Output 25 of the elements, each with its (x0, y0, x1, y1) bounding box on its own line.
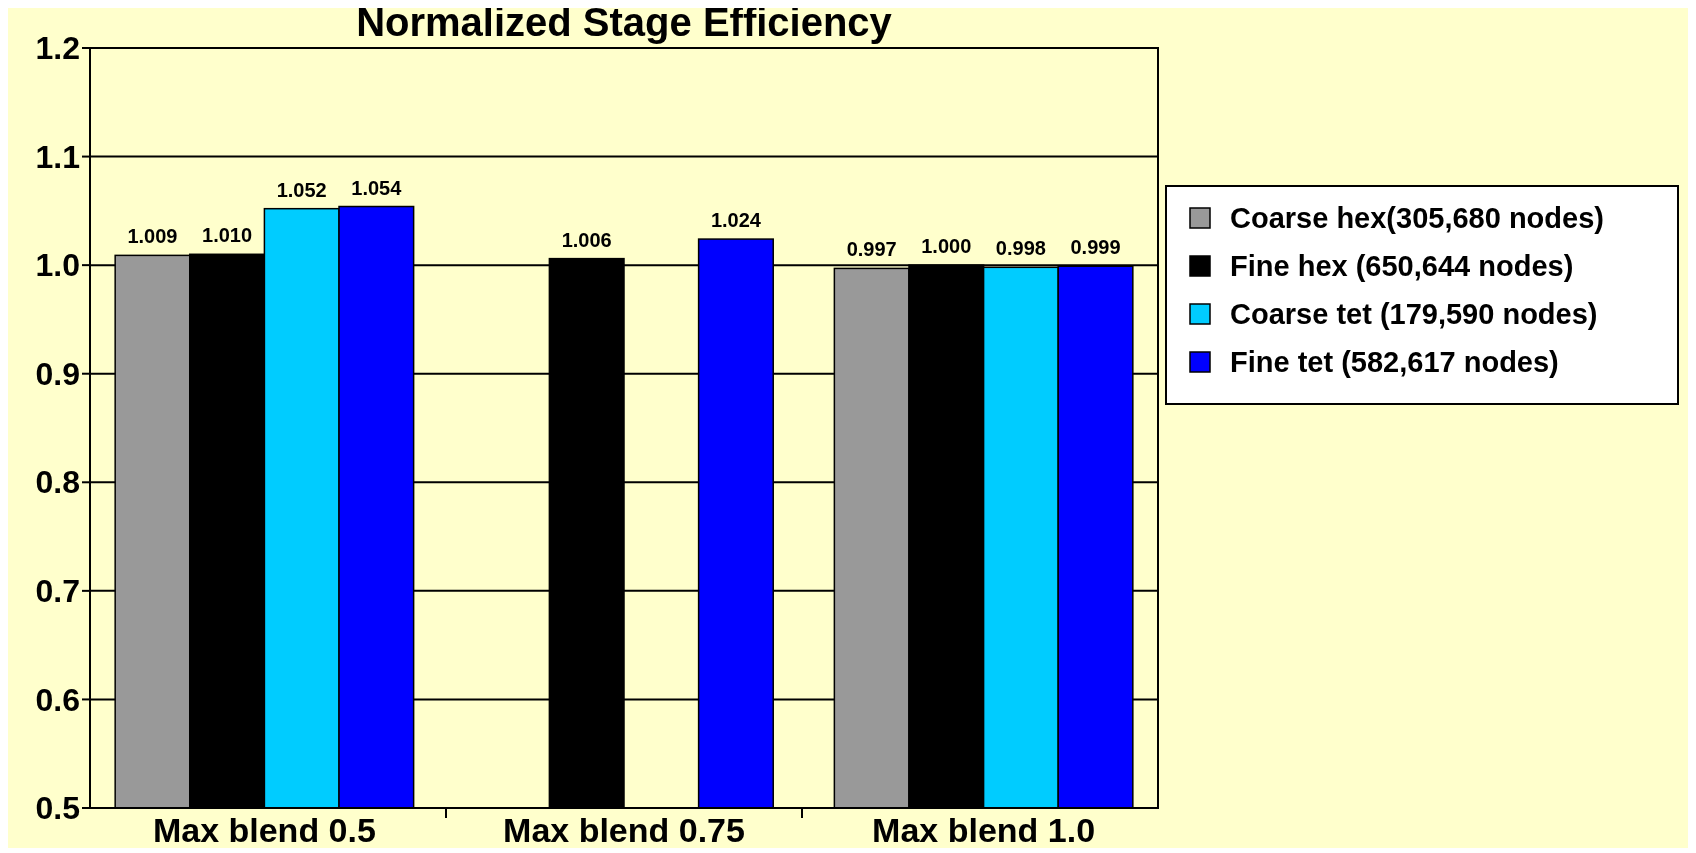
legend-label: Coarse hex(305,680 nodes) (1230, 202, 1604, 235)
data-label: 1.009 (127, 225, 178, 248)
data-label: 1.052 (276, 178, 327, 201)
y-tick-label: 0.5 (35, 790, 80, 827)
legend-label: Fine tet (582,617 nodes) (1230, 346, 1559, 379)
data-label: 1.000 (921, 235, 972, 258)
data-label: 1.006 (561, 228, 612, 251)
y-tick-label: 1.2 (35, 30, 80, 67)
y-tick-label: 0.9 (35, 355, 80, 392)
x-tick-label: Max blend 0.5 (152, 811, 376, 849)
data-label: 1.010 (202, 224, 253, 247)
y-tick-label: 0.6 (35, 681, 80, 718)
data-label: 0.998 (995, 237, 1046, 260)
legend-label: Fine hex (650,644 nodes) (1230, 250, 1574, 283)
x-tick-label: Max blend 0.75 (503, 811, 745, 849)
y-tick-label: 1.0 (35, 247, 80, 284)
legend-label: Coarse tet (179,590 nodes) (1230, 298, 1598, 331)
y-tick-label: 0.8 (35, 464, 80, 501)
data-label: 1.054 (351, 176, 403, 199)
y-tick-label: 0.7 (35, 573, 80, 610)
data-label: 0.997 (846, 238, 897, 261)
x-tick-label: Max blend 1.0 (872, 811, 1096, 849)
data-label: 1.024 (710, 209, 762, 232)
data-label: 0.999 (1070, 236, 1121, 259)
y-tick-label: 1.1 (35, 138, 80, 175)
